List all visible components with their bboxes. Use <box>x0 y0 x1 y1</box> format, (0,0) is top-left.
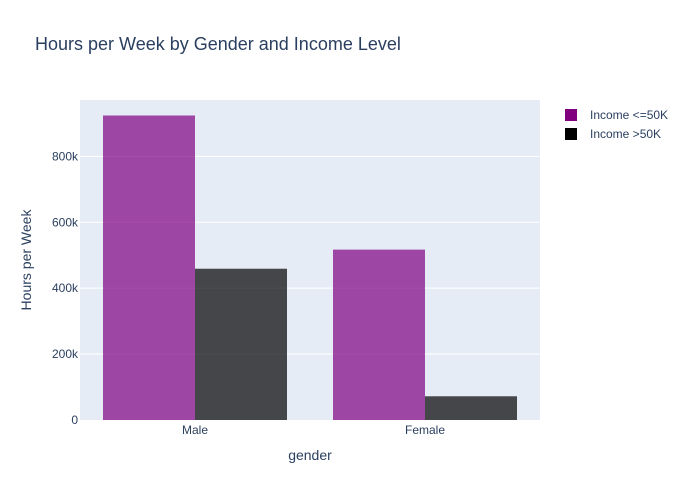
y-tick-label: 0 <box>71 413 78 427</box>
y-tick-label: 200k <box>52 347 79 361</box>
y-axis-title: Hours per Week <box>18 209 34 311</box>
bar-male-series-2 <box>195 268 287 420</box>
y-axis-ticks: 0 200k 400k 600k 800k <box>52 149 79 427</box>
legend-label: Income >50K <box>590 127 661 141</box>
bar-male-series-1 <box>103 115 195 420</box>
legend-swatch <box>565 109 577 121</box>
legend: Income <=50K Income >50K <box>565 108 668 141</box>
bar-female-series-2 <box>425 396 517 420</box>
bar-female-series-1 <box>333 249 425 420</box>
x-axis-title: gender <box>288 447 332 463</box>
x-tick-label: Female <box>405 423 445 437</box>
chart-title: Hours per Week by Gender and Income Leve… <box>35 34 401 54</box>
x-tick-label: Male <box>182 423 208 437</box>
legend-label: Income <=50K <box>590 108 668 122</box>
bars <box>103 115 517 420</box>
legend-swatch <box>565 128 577 140</box>
y-tick-label: 600k <box>52 215 79 229</box>
x-axis-ticks: Male Female <box>182 423 445 437</box>
y-tick-label: 800k <box>52 149 79 163</box>
y-tick-label: 400k <box>52 281 79 295</box>
